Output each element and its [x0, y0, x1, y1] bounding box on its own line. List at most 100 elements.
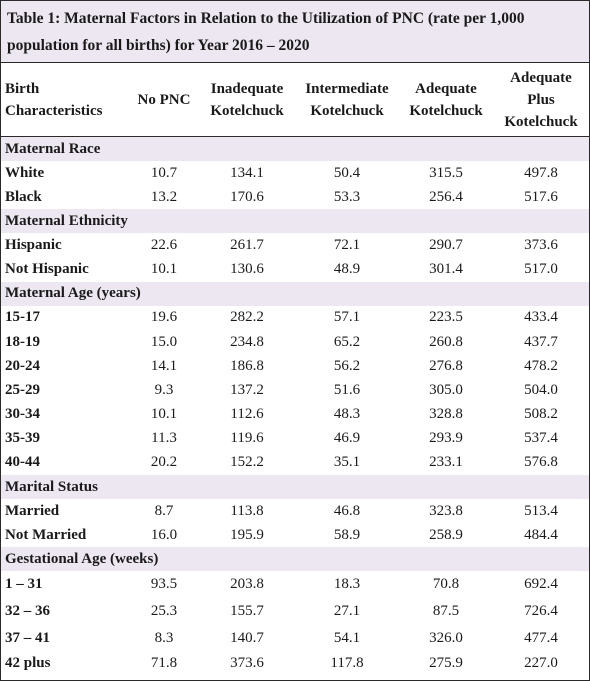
table-cell: 692.4 [524, 576, 558, 593]
table-cell: 46.8 [333, 502, 361, 519]
table-cell: 113.8 [230, 502, 264, 519]
group-header-row: Marital Status [1, 475, 589, 500]
row-label: 42 plus [5, 655, 51, 672]
table-cell: 54.1 [333, 630, 361, 647]
table-cell: 497.8 [524, 164, 558, 181]
row-label: Black [5, 188, 42, 205]
table-cell: 373.6 [524, 236, 558, 253]
header-line: Inadequate [210, 80, 284, 97]
table-cell: 260.8 [429, 333, 463, 350]
table-cell: 328.8 [429, 406, 463, 423]
group-title: Marital Status [1, 475, 589, 500]
table-cell: 58.9 [333, 526, 361, 543]
column-header-intermediate: Intermediate Kotelchuck [295, 63, 399, 137]
table-cell: 513.4 [524, 502, 558, 519]
table-cell: 504.0 [524, 381, 558, 398]
column-header-inadequate: Inadequate Kotelchuck [199, 63, 295, 137]
table-row: 1 – 31 93.5 203.8 18.3 70.8 692.4 [1, 571, 589, 598]
row-label: White [5, 164, 45, 181]
row-label: 18-19 [5, 333, 40, 350]
table-cell: 170.6 [230, 188, 264, 205]
data-table: Birth Characteristics No PNC Inadequate … [1, 63, 589, 675]
table-cell: 315.5 [429, 164, 463, 181]
table-cell: 15.0 [150, 333, 178, 350]
table-cell: 9.3 [154, 381, 174, 398]
table-cell: 10.1 [150, 261, 178, 278]
row-label: 20-24 [5, 357, 40, 374]
table-cell: 152.2 [230, 454, 264, 471]
group-header-row: Maternal Age (years) [1, 281, 589, 306]
table-cell: 233.1 [429, 454, 463, 471]
table-cell: 227.0 [524, 655, 558, 672]
table-cell: 323.8 [429, 502, 463, 519]
table-row: Not Married 16.0 195.9 58.9 258.9 484.4 [1, 523, 589, 547]
table-cell: 48.9 [333, 261, 361, 278]
header-row: Birth Characteristics No PNC Inadequate … [1, 63, 589, 137]
table-cell: 87.5 [432, 603, 460, 620]
row-label: 1 – 31 [5, 576, 43, 593]
column-header-adequate-plus: Adequate Plus Kotelchuck [493, 63, 589, 137]
table-cell: 35.1 [333, 454, 361, 471]
table-cell: 293.9 [429, 430, 463, 447]
row-label: Not Hispanic [5, 261, 89, 278]
table-cell: 57.1 [333, 309, 361, 326]
table-cell: 484.4 [524, 526, 558, 543]
column-header-adequate: Adequate Kotelchuck [399, 63, 493, 137]
table-cell: 290.7 [429, 236, 463, 253]
table-cell: 8.3 [154, 630, 174, 647]
table-cell: 130.6 [230, 261, 264, 278]
table-cell: 16.0 [150, 526, 178, 543]
table-cell: 537.4 [524, 430, 558, 447]
table-row: 32 – 36 25.3 155.7 27.1 87.5 726.4 [1, 598, 589, 625]
table-cell: 18.3 [333, 576, 361, 593]
table-cell: 301.4 [429, 261, 463, 278]
table-row: 42 plus 71.8 373.6 117.8 275.9 227.0 [1, 652, 589, 675]
group-title: Maternal Age (years) [1, 281, 589, 306]
row-label: 37 – 41 [5, 630, 50, 647]
table-cell: 508.2 [524, 406, 558, 423]
header-line: Kotelchuck [409, 102, 483, 119]
table-cell: 195.9 [230, 526, 264, 543]
table-cell: 22.6 [150, 236, 178, 253]
table-cell: 437.7 [524, 333, 558, 350]
column-header-birth-characteristics: Birth Characteristics [1, 63, 129, 137]
table-cell: 56.2 [333, 357, 361, 374]
table-row: 30-34 10.1 112.6 48.3 328.8 508.2 [1, 403, 589, 427]
table-cell: 25.3 [150, 603, 178, 620]
table-cell: 478.2 [524, 357, 558, 374]
table-body: Maternal Race White 10.7 134.1 50.4 315.5 497.… [1, 136, 589, 676]
table-cell: 11.3 [151, 430, 177, 447]
caption-line-1: Table 1: Maternal Factors in Relation to… [7, 10, 525, 27]
table-cell: 275.9 [429, 655, 463, 672]
header-line: Kotelchuck [210, 102, 284, 119]
table-cell: 48.3 [333, 406, 361, 423]
table-cell: 14.1 [150, 357, 178, 374]
table-cell: 140.7 [230, 630, 264, 647]
table-cell: 261.7 [230, 236, 264, 253]
table-cell: 19.6 [150, 309, 178, 326]
table-caption: Table 1: Maternal Factors in Relation to… [1, 1, 589, 63]
table-cell: 10.1 [150, 406, 178, 423]
group-title: Maternal Race [1, 136, 589, 161]
header-line: Characteristics [5, 102, 103, 119]
group-title: Maternal Ethnicity [1, 209, 589, 234]
group-title: Gestational Age (weeks) [1, 547, 589, 572]
table-cell: 155.7 [230, 603, 264, 620]
table-cell: 576.8 [524, 454, 558, 471]
table-row: 37 – 41 8.3 140.7 54.1 326.0 477.4 [1, 625, 589, 652]
table-row: Black 13.2 170.6 53.3 256.4 517.6 [1, 185, 589, 209]
table-cell: 517.0 [524, 261, 558, 278]
table-row: White 10.7 134.1 50.4 315.5 497.8 [1, 161, 589, 185]
table-cell: 72.1 [333, 236, 361, 253]
row-label: 15-17 [5, 309, 40, 326]
table-cell: 27.1 [333, 603, 361, 620]
table-cell: 256.4 [429, 188, 463, 205]
group-header-row: Gestational Age (weeks) [1, 547, 589, 572]
row-label: 32 – 36 [5, 603, 50, 620]
table-cell: 258.9 [429, 526, 463, 543]
table-cell: 71.8 [150, 655, 178, 672]
row-label: Not Married [5, 526, 87, 543]
row-label: Married [5, 502, 60, 519]
table-cell: 137.2 [230, 381, 264, 398]
